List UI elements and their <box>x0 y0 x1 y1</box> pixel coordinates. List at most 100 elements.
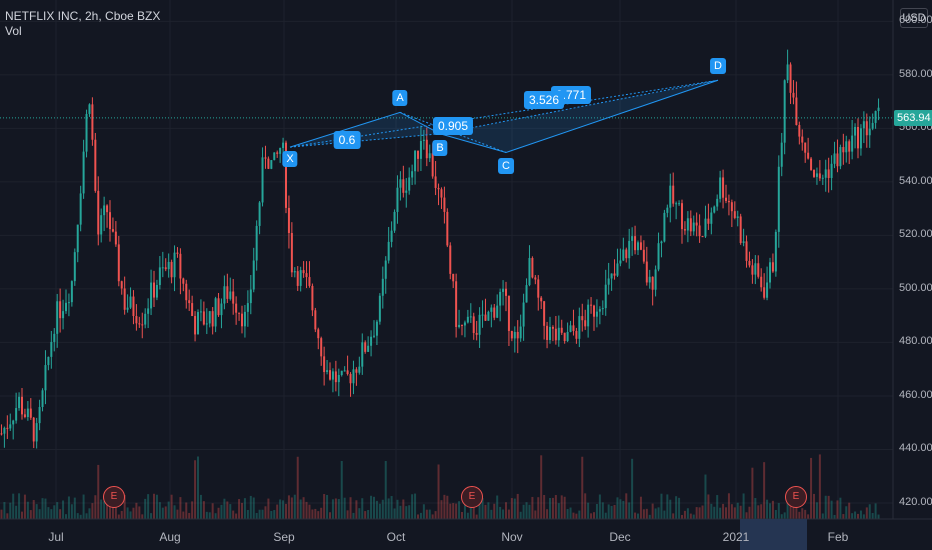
candle-body <box>862 121 865 129</box>
candle-body <box>440 189 443 198</box>
candle-body <box>167 261 170 270</box>
y-tick-label: 600.00 <box>899 14 932 27</box>
candle-body <box>70 281 73 303</box>
legend-symbol[interactable]: NETFLIX INC, 2h, Cboe BZX <box>5 9 161 23</box>
legend-volume[interactable]: Vol <box>5 24 22 38</box>
candle-body <box>135 315 138 324</box>
candle-body <box>780 142 783 167</box>
volume-bar <box>716 495 719 519</box>
time-axis-highlight <box>740 519 807 550</box>
candle-body <box>161 267 164 269</box>
volume-bar <box>730 504 733 519</box>
candle-body <box>616 263 619 276</box>
candle-body <box>129 296 132 308</box>
earnings-marker[interactable]: E <box>785 486 807 508</box>
volume-bar <box>94 495 97 519</box>
volume-bar <box>639 496 642 519</box>
volume-bar <box>308 504 311 519</box>
volume-bar <box>742 493 745 519</box>
volume-bar <box>487 502 490 519</box>
candle-body <box>123 288 126 310</box>
chart-legend: NETFLIX INC, 2h, Cboe BZX Vol <box>5 9 160 39</box>
volume-bar <box>229 504 232 519</box>
volume-bar <box>232 510 235 519</box>
candle-body <box>551 326 554 329</box>
volume-bar <box>150 513 153 519</box>
volume-bar <box>88 508 91 519</box>
volume-bar <box>334 498 337 519</box>
candle-body <box>557 327 560 341</box>
candle-body <box>519 326 522 339</box>
volume-bar <box>402 499 405 519</box>
candle-body <box>425 139 428 159</box>
volume-bar <box>367 509 370 519</box>
volume-bar <box>813 493 815 519</box>
volume-bar <box>519 511 522 519</box>
volume-bar <box>631 458 634 519</box>
candle-body <box>807 152 810 159</box>
volume-bar <box>678 497 681 519</box>
candle-body <box>537 279 540 298</box>
x-tick-label: Oct <box>386 530 406 544</box>
candle-body <box>804 142 807 153</box>
candle-body <box>79 193 82 225</box>
candle-body <box>469 316 472 318</box>
candle-body <box>774 231 777 272</box>
candle-body <box>97 190 100 235</box>
volume-bar <box>279 499 282 519</box>
candle-body <box>569 325 572 332</box>
earnings-marker[interactable]: E <box>461 486 483 508</box>
candle-body <box>56 301 59 334</box>
earnings-marker[interactable]: E <box>103 486 125 508</box>
volume-bar <box>199 494 202 519</box>
x-tick-label: Sep <box>273 530 295 544</box>
candle-body <box>197 312 199 335</box>
candle-body <box>317 329 320 339</box>
candle-body <box>59 301 62 319</box>
candle-body <box>229 291 232 299</box>
volume-bar <box>161 507 164 519</box>
candle-body <box>21 396 23 415</box>
candle-body <box>414 150 417 172</box>
volume-bar <box>751 467 754 519</box>
volume-bar <box>50 509 53 519</box>
volume-bar <box>725 507 727 519</box>
volume-bar <box>481 498 484 519</box>
volume-bar <box>26 501 29 519</box>
candle-body <box>554 328 557 341</box>
candle-body <box>437 187 440 190</box>
volume-bar <box>293 494 296 519</box>
volume-bar <box>23 494 26 519</box>
currency-label[interactable]: USD <box>900 8 928 28</box>
volume-bar <box>780 514 783 519</box>
candle-body <box>261 157 264 203</box>
candle-body <box>202 311 205 325</box>
volume-bar <box>422 504 425 519</box>
volume-bar <box>59 509 62 519</box>
volume-bar <box>877 514 880 519</box>
volume-bar <box>191 501 194 519</box>
candle-body <box>23 414 26 418</box>
candle-body <box>35 423 38 442</box>
volume-bar <box>290 497 293 519</box>
candle-body <box>461 324 463 326</box>
ratio-line <box>289 133 441 148</box>
candle-body <box>355 369 358 373</box>
volume-bar <box>836 500 839 519</box>
volume-bar <box>736 502 739 519</box>
candle-body <box>666 207 669 213</box>
candle-body <box>701 236 704 238</box>
volume-bar <box>598 494 601 519</box>
candle-body <box>631 236 634 241</box>
volume-bar <box>29 510 32 519</box>
candle-body <box>361 342 364 367</box>
volume-bar <box>739 505 742 519</box>
candle-body <box>41 390 44 408</box>
volume-bar <box>285 503 287 519</box>
volume-bar <box>707 494 710 519</box>
candle-body <box>534 277 537 280</box>
candle-body <box>672 185 675 204</box>
candle-body <box>798 125 801 137</box>
candle-body <box>38 407 41 424</box>
